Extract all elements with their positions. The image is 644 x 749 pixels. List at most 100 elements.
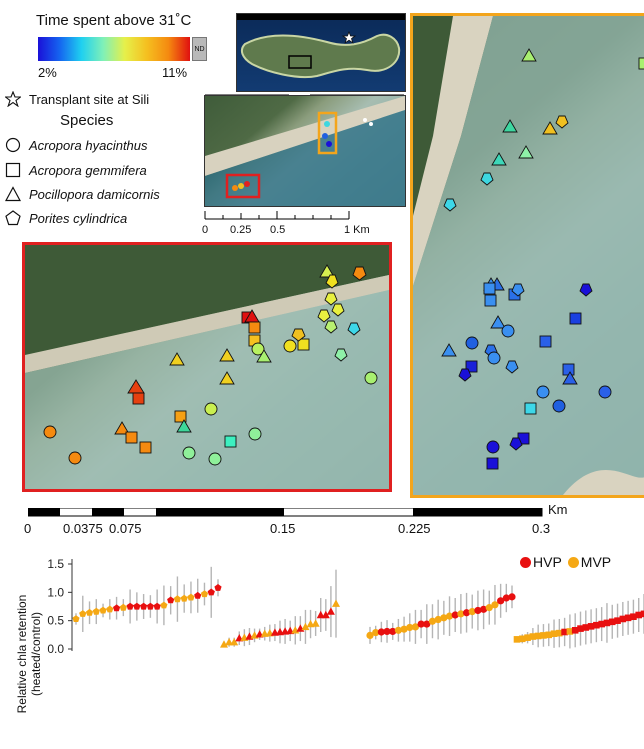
study-area-map xyxy=(204,95,406,207)
data-point xyxy=(85,608,94,616)
data-point xyxy=(474,606,482,615)
legend-item-mvp: MVP xyxy=(567,554,611,570)
data-point xyxy=(619,615,627,623)
island-overview-image xyxy=(237,14,405,79)
data-point xyxy=(550,630,558,637)
species-legend-item: Porites cylindrica xyxy=(5,210,127,226)
mvp-dot-icon xyxy=(567,557,579,568)
star-icon xyxy=(5,91,21,107)
scale-tick: 0.25 xyxy=(230,224,252,236)
data-point xyxy=(119,603,127,611)
scale-tick: 0.225 xyxy=(398,521,431,536)
data-point xyxy=(587,623,595,630)
data-point xyxy=(106,605,114,613)
species-name: Acropora hyacinthus xyxy=(29,137,148,153)
legend-item-hvp: HVP xyxy=(520,554,562,570)
data-point xyxy=(220,640,228,648)
data-point xyxy=(389,627,397,636)
species-legend-item: Pocillopora damicornis xyxy=(5,186,160,202)
colorbar-max-label: 11% xyxy=(162,65,188,80)
data-point xyxy=(440,614,448,622)
data-point xyxy=(301,622,310,631)
red-site-image xyxy=(25,245,389,489)
y-tick-label: 1.5 xyxy=(47,557,64,571)
chart-legend: HVP MVP xyxy=(520,554,611,570)
data-point xyxy=(230,638,239,646)
colorbar xyxy=(38,37,190,61)
study-area-image xyxy=(205,96,405,206)
orange-site-map xyxy=(410,13,644,498)
data-point xyxy=(79,610,87,617)
transplant-label: Transplant site at Sili xyxy=(29,91,150,107)
data-point xyxy=(545,631,553,639)
data-point xyxy=(423,620,431,628)
hvp-dot-icon xyxy=(520,557,531,568)
species-name: Porites cylindrica xyxy=(29,210,128,226)
data-point xyxy=(372,628,380,637)
species-legend-item: Acropora gemmifera xyxy=(5,162,147,178)
scale-tick: 0 xyxy=(202,224,209,236)
data-point xyxy=(566,628,574,635)
data-point xyxy=(529,633,537,640)
data-point xyxy=(140,602,148,610)
circle-icon xyxy=(5,137,21,153)
data-point xyxy=(556,629,563,637)
data-point xyxy=(480,605,488,613)
data-point xyxy=(451,611,459,619)
data-point xyxy=(608,618,616,626)
scale-tick: 1 Km xyxy=(344,224,370,236)
data-point xyxy=(593,621,600,629)
data-point xyxy=(485,604,493,612)
data-point xyxy=(146,602,154,610)
data-point xyxy=(92,607,100,615)
data-point xyxy=(133,602,141,610)
data-point xyxy=(630,613,637,620)
data-point xyxy=(434,615,442,624)
data-point xyxy=(534,632,542,640)
data-point xyxy=(445,612,454,620)
data-point xyxy=(614,617,621,624)
data-point xyxy=(214,584,222,591)
data-point xyxy=(173,595,181,603)
scale-bar-large-line xyxy=(28,508,543,517)
nd-swatch: ND xyxy=(192,37,207,61)
data-point xyxy=(316,610,325,619)
species-legend-item: Acropora hyacinthus xyxy=(5,137,148,153)
data-point xyxy=(99,606,107,614)
y-tick-label: 0.0 xyxy=(47,642,64,656)
data-point xyxy=(462,609,471,617)
scale-unit: Km xyxy=(548,502,568,517)
transplant-legend: Transplant site at Sili xyxy=(5,91,149,107)
data-point xyxy=(540,632,547,639)
data-point xyxy=(571,627,579,634)
data-point xyxy=(406,623,414,632)
colorbar-title: Time spent above 31˚C xyxy=(36,12,192,29)
scale-tick: 0 xyxy=(24,521,32,536)
data-point xyxy=(200,590,209,598)
species-name: Acropora gemmifera xyxy=(29,162,147,178)
y-tick-label: 1.0 xyxy=(47,585,64,599)
scale-tick: 0.3 xyxy=(532,521,551,536)
data-point xyxy=(457,610,465,618)
data-point xyxy=(598,620,605,628)
y-tick-label: 0.5 xyxy=(47,614,64,628)
data-point xyxy=(377,628,385,636)
scale-tick: 0.15 xyxy=(270,521,296,536)
data-point xyxy=(411,623,420,631)
data-point xyxy=(428,617,437,625)
square-icon xyxy=(5,162,21,178)
triangle-icon xyxy=(5,186,21,202)
data-point xyxy=(126,602,134,610)
orange-site-image xyxy=(413,16,644,495)
data-point xyxy=(513,636,521,643)
data-point xyxy=(468,608,476,616)
data-point xyxy=(635,611,643,619)
data-point xyxy=(508,593,516,601)
scale-tick: 0.075 xyxy=(109,521,142,536)
red-site-map xyxy=(22,242,392,492)
data-point xyxy=(167,596,175,604)
data-point xyxy=(491,601,499,609)
data-point xyxy=(194,591,202,599)
data-point xyxy=(518,635,526,643)
data-point xyxy=(502,594,510,602)
